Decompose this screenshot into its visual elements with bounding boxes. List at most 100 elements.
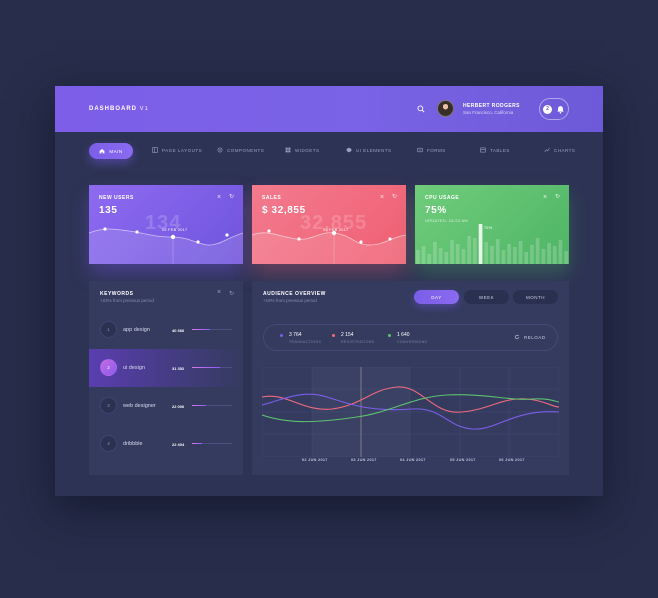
close-icon[interactable]: ×: [217, 194, 222, 201]
cpu-bar: [484, 242, 489, 264]
keyword-value: 22 404: [172, 442, 185, 447]
card-title: SALES: [262, 195, 282, 201]
cpu-bar: [518, 241, 523, 264]
panel-subtitle: +19% from previous period: [263, 298, 317, 303]
tab-day[interactable]: DAY: [414, 290, 459, 304]
user-name: HERBERT RODGERS: [463, 103, 520, 109]
search-icon[interactable]: [417, 105, 425, 113]
refresh-icon[interactable]: ↻: [392, 194, 398, 200]
keyword-rank-badge: 1: [100, 321, 117, 338]
user-location: San Francisco, California: [463, 110, 514, 115]
close-icon[interactable]: ×: [217, 289, 222, 296]
cpu-bar: [495, 239, 500, 264]
refresh-icon[interactable]: ↻: [229, 291, 235, 297]
cpu-bar: [541, 249, 546, 264]
layout-icon: [152, 147, 158, 153]
forms-icon: [417, 147, 423, 153]
cpu-bar: [455, 244, 460, 264]
cpu-bar: [467, 236, 471, 264]
refresh-icon[interactable]: ↻: [555, 194, 561, 200]
keyword-name: app design: [123, 327, 150, 333]
close-icon[interactable]: ×: [543, 194, 548, 201]
x-axis-label: 06 JUN 2017: [499, 458, 525, 462]
cpu-bar: [444, 252, 449, 264]
notifications-button[interactable]: 2: [539, 98, 569, 120]
tab-month[interactable]: MONTH: [513, 290, 558, 304]
avatar[interactable]: [437, 100, 454, 117]
cpu-bar: [530, 245, 534, 264]
keyword-rank-badge: 3: [100, 397, 117, 414]
card-value: $ 32,855: [262, 205, 306, 216]
charts-icon: [544, 148, 550, 152]
cpu-bar: [524, 252, 529, 264]
x-axis-label: 05 JUN 2017: [450, 458, 476, 462]
reload-button[interactable]: RELOAD: [514, 334, 546, 340]
cpu-bar: [433, 242, 437, 264]
bell-icon: [557, 106, 564, 114]
new-users-card: NEW USERS 135 134 × ↻ 05 FEB 2017: [89, 185, 243, 264]
cpu-bar: [501, 250, 506, 264]
card-title: CPU USAGE: [425, 195, 460, 201]
main-navigation: MAIN PAGE LAYOUTS COMPONENTS WIDGETS UI …: [55, 138, 603, 166]
keyword-row[interactable]: 3 web designer 22 006: [89, 387, 243, 425]
keyword-row[interactable]: 4 dribbble 22 404: [89, 425, 243, 463]
sparkline-tooltip: 05 FEB 2017: [162, 228, 188, 232]
tab-week[interactable]: WEEK: [464, 290, 509, 304]
card-background-number: 134: [145, 212, 182, 234]
close-icon[interactable]: ×: [380, 194, 385, 201]
cpu-bar: [552, 246, 557, 264]
keyword-progress: [192, 405, 232, 406]
header-bar: DASHBOARD V1 HERBERT RODGERS San Francis…: [55, 86, 603, 132]
nav-item-main[interactable]: MAIN: [89, 143, 133, 159]
reload-icon: [514, 334, 520, 340]
cpu-bar-label: 75%: [484, 226, 493, 230]
cpu-bar: [416, 250, 420, 264]
card-value: 75%: [425, 205, 447, 216]
nav-item-forms[interactable]: FORMS: [417, 147, 446, 153]
nav-item-components[interactable]: COMPONENTS: [217, 147, 264, 153]
cpu-bar: [547, 243, 551, 264]
nav-item-tables[interactable]: TABLES: [480, 147, 510, 153]
audience-overview-panel: AUDIENCE OVERVIEW +19% from previous per…: [252, 281, 569, 475]
panel-subtitle: +23% from previous period: [100, 298, 154, 303]
keyword-row[interactable]: 1 app design 40 366: [89, 311, 243, 349]
audience-stats-bar: 3 764 TRANSACTIONS 2 154 REGISTRATIONS 1…: [263, 324, 558, 351]
notification-count-badge: 2: [543, 105, 552, 114]
x-axis-label: 04 JUN 2017: [400, 458, 426, 462]
card-subtitle: UPDATED: 15:23 AM: [425, 218, 469, 223]
cpu-bar: [490, 246, 494, 264]
card-value: 135: [99, 205, 118, 216]
cpu-bar: [507, 244, 511, 264]
tables-icon: [480, 147, 486, 153]
ui-elements-icon: [346, 147, 352, 153]
cpu-bar: [535, 238, 540, 264]
card-background-number: 32,855: [300, 212, 368, 234]
nav-item-ui-elements[interactable]: UI ELEMENTS: [346, 147, 392, 153]
cpu-bar: [438, 248, 443, 264]
cpu-bar: [513, 247, 517, 264]
stat-color-dot: [280, 334, 283, 337]
card-title: NEW USERS: [99, 195, 134, 201]
nav-item-widgets[interactable]: WIDGETS: [285, 147, 320, 153]
refresh-icon[interactable]: ↻: [229, 194, 235, 200]
cpu-bar: [461, 249, 466, 264]
widgets-icon: [285, 147, 291, 153]
keyword-rank-badge: 4: [100, 435, 117, 452]
panel-title: KEYWORDS: [100, 291, 134, 297]
keyword-progress: [192, 443, 232, 444]
keyword-name: web designer: [123, 403, 156, 409]
keyword-value: 40 366: [172, 328, 185, 333]
x-axis-label: 02 JUN 2017: [302, 458, 328, 462]
cpu-bar: [450, 240, 454, 264]
keyword-row[interactable]: 2 ui design 31 352: [89, 349, 243, 387]
brand-title[interactable]: DASHBOARD V1: [89, 106, 150, 112]
keyword-rank-badge: 2: [100, 359, 117, 376]
cpu-bar: [478, 224, 483, 264]
sparkline-tooltip: 05 FEB 2017: [323, 228, 349, 232]
home-icon: [99, 148, 105, 154]
nav-item-charts[interactable]: CHARTS: [544, 147, 575, 153]
cpu-bar: [558, 240, 563, 264]
audience-line-chart: [262, 367, 559, 457]
nav-item-page-layouts[interactable]: PAGE LAYOUTS: [152, 147, 202, 153]
cpu-bar: [564, 251, 568, 264]
